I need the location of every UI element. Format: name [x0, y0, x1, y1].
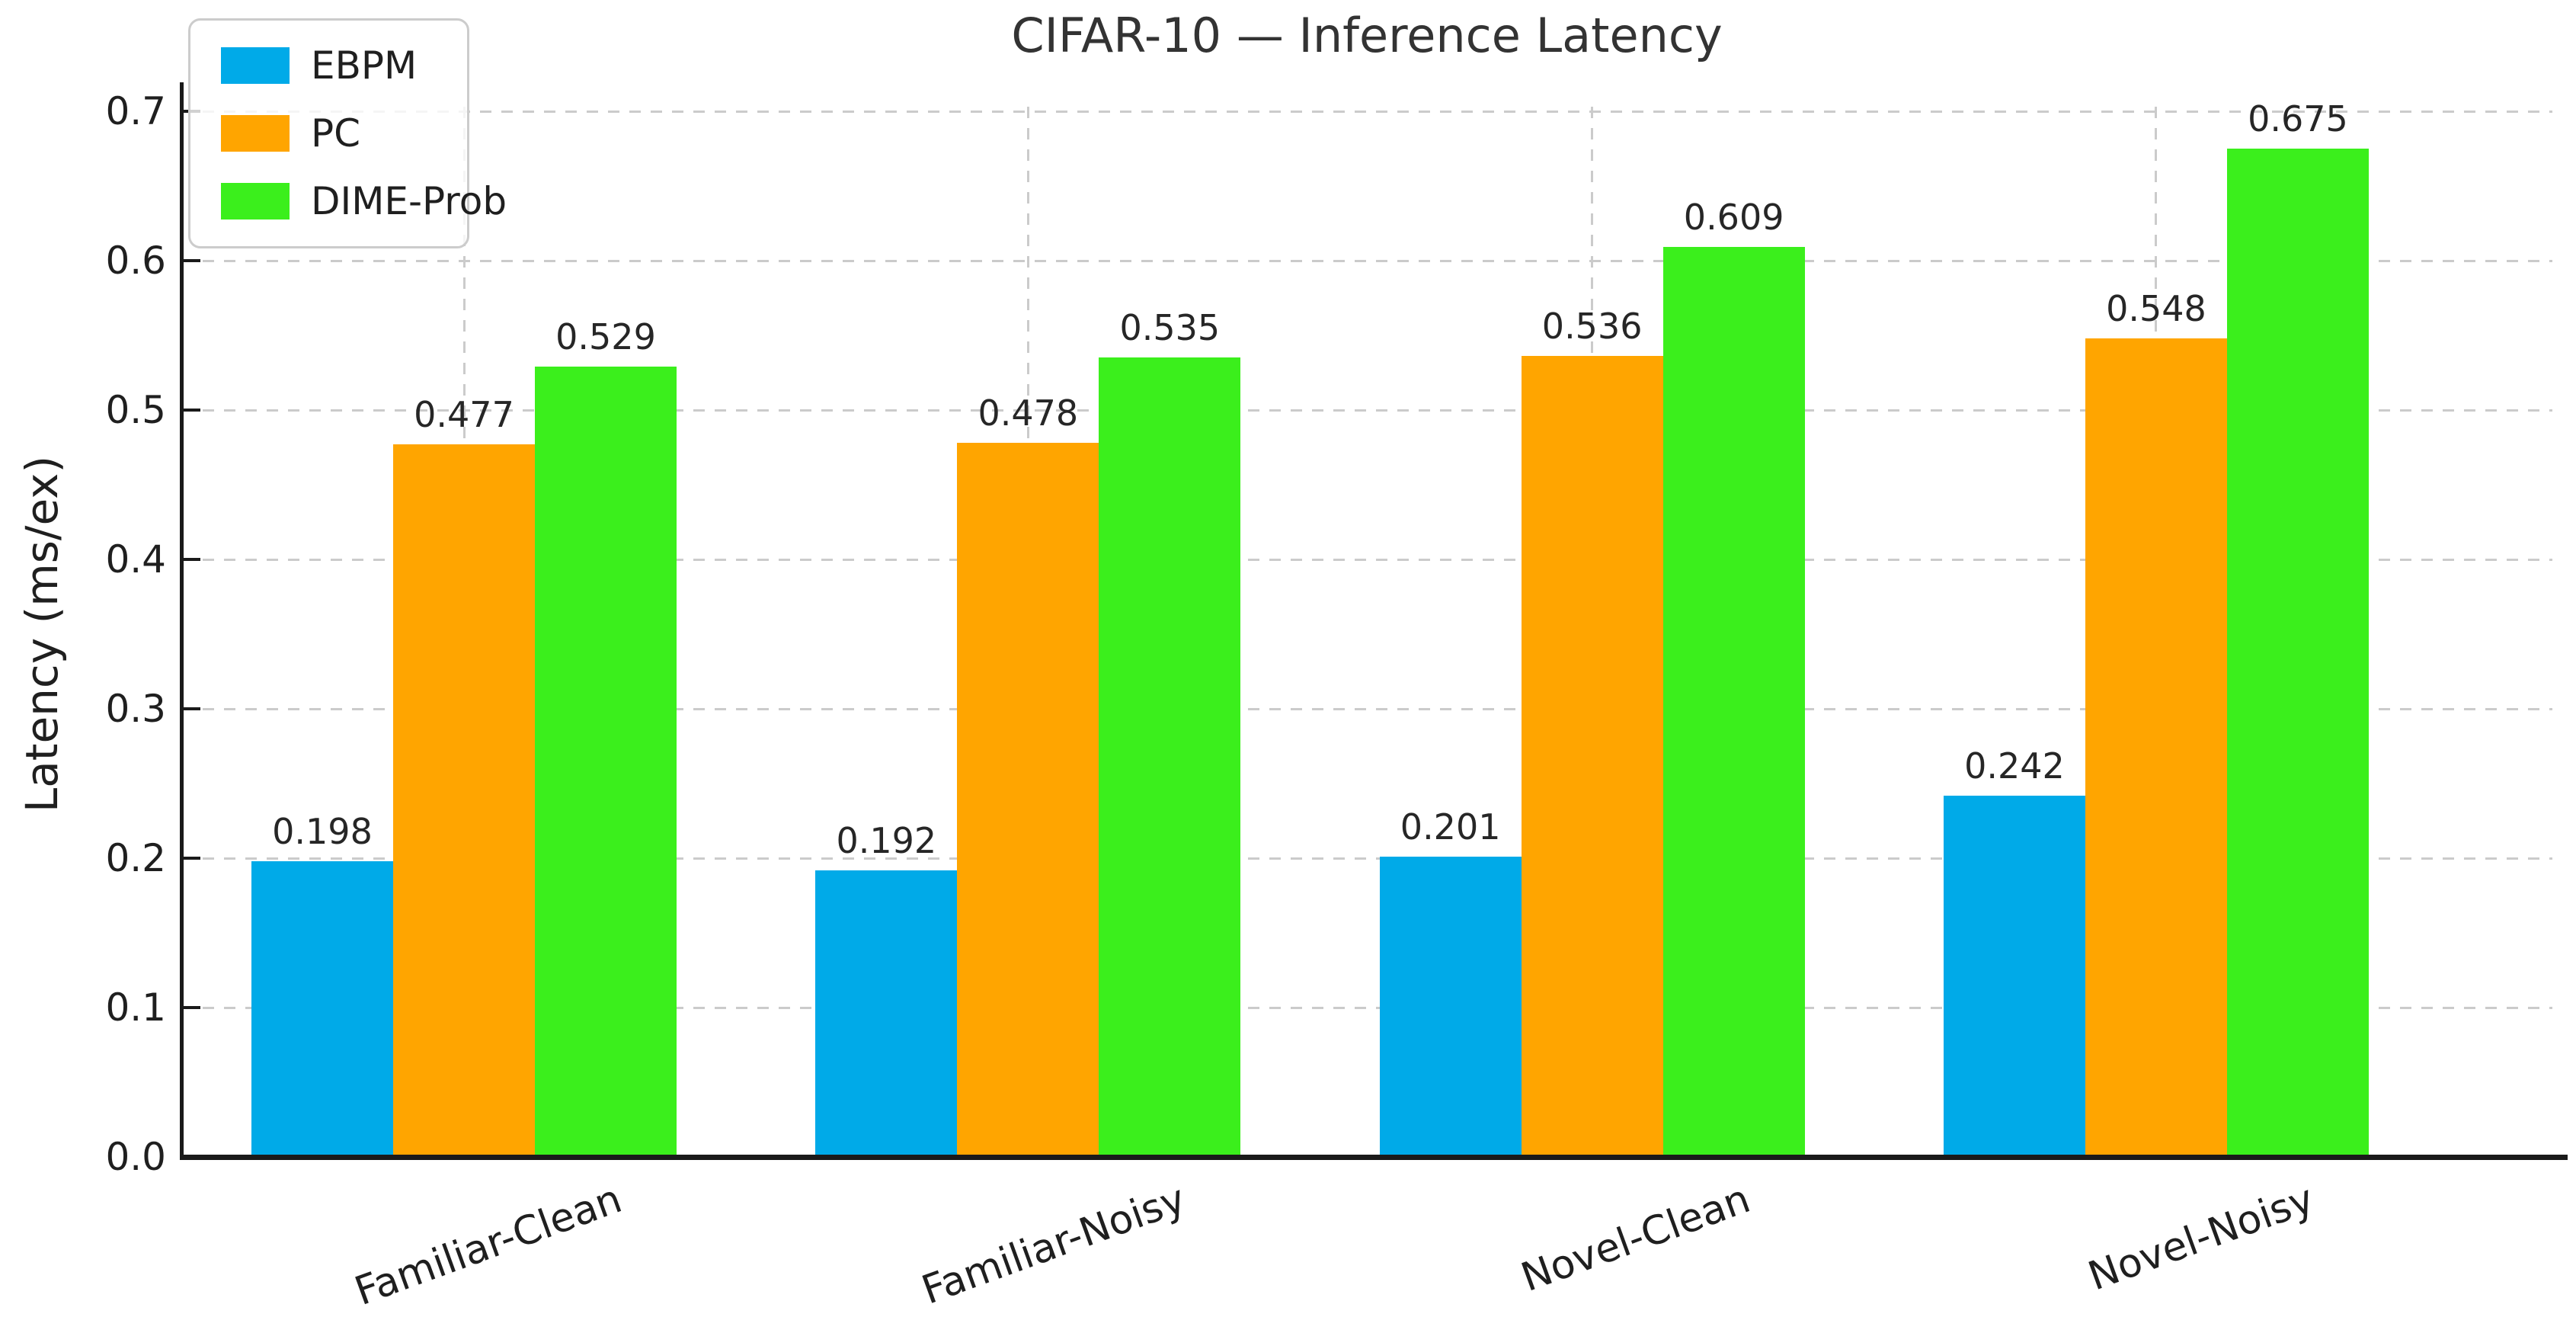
- legend-label: PC: [311, 111, 361, 155]
- y-tick-mark: [184, 259, 200, 262]
- bar-value-label: 0.198: [272, 810, 373, 852]
- x-tick-label: Familiar-Noisy: [916, 1176, 1192, 1314]
- bar-pc-novel-clean[interactable]: [1521, 356, 1663, 1157]
- bar-dime-prob-novel-noisy[interactable]: [2226, 149, 2369, 1157]
- legend-swatch-pc: [221, 114, 290, 152]
- legend-label: EBPM: [311, 43, 418, 88]
- bar-pc-familiar-noisy[interactable]: [957, 443, 1099, 1157]
- x-tick-label: Familiar-Clean: [349, 1176, 628, 1315]
- bar-ebpm-novel-clean[interactable]: [1379, 857, 1522, 1157]
- y-tick-label: 0.4: [105, 537, 166, 582]
- bar-value-label: 0.242: [1964, 745, 2065, 787]
- y-tick-label: 0.6: [105, 239, 166, 283]
- bar-value-label: 0.477: [414, 394, 514, 436]
- bar-ebpm-familiar-clean[interactable]: [251, 860, 393, 1157]
- y-tick-label: 0.1: [105, 985, 166, 1030]
- y-tick-mark: [184, 558, 200, 561]
- x-axis-line: [181, 1155, 2568, 1160]
- y-tick-mark: [184, 409, 200, 412]
- legend: EBPM PC DIME-Prob: [188, 18, 507, 248]
- bar-dime-prob-novel-clean[interactable]: [1662, 247, 1805, 1157]
- bar-value-label: 0.478: [978, 393, 1079, 434]
- bar-value-label: 0.536: [1541, 306, 1643, 348]
- bar-value-label: 0.529: [555, 316, 656, 358]
- bar-value-label: 0.201: [1400, 806, 1501, 848]
- bar-value-label: 0.535: [1119, 307, 1221, 349]
- legend-swatch-dime-prob: [221, 183, 290, 220]
- y-tick-mark: [184, 707, 200, 710]
- legend-item-pc[interactable]: PC: [190, 113, 467, 154]
- h-gridline: [181, 707, 2552, 710]
- y-tick-label: 0.2: [105, 836, 166, 880]
- bar-pc-novel-noisy[interactable]: [2085, 338, 2227, 1157]
- legend-swatch-ebpm: [221, 46, 290, 84]
- bar-dime-prob-familiar-noisy[interactable]: [1099, 357, 1241, 1157]
- bar-value-label: 0.609: [1683, 197, 1784, 239]
- bar-dime-prob-familiar-clean[interactable]: [535, 367, 677, 1157]
- bar-value-label: 0.548: [2106, 287, 2206, 329]
- bar-ebpm-familiar-noisy[interactable]: [815, 870, 958, 1157]
- h-gridline: [181, 558, 2552, 561]
- h-gridline: [181, 259, 2552, 262]
- h-gridline: [181, 110, 2552, 113]
- x-tick-label: Novel-Clean: [1515, 1176, 1756, 1301]
- y-tick-label: 0.5: [105, 388, 166, 432]
- legend-item-ebpm[interactable]: EBPM: [190, 45, 467, 86]
- bar-pc-familiar-clean[interactable]: [393, 444, 535, 1157]
- chart-title: CIFAR-10 — Inference Latency: [1011, 8, 1723, 63]
- y-tick-label: 0.0: [105, 1135, 166, 1179]
- bar-value-label: 0.192: [836, 819, 937, 861]
- bar-value-label: 0.675: [2248, 98, 2348, 139]
- h-gridline: [181, 857, 2552, 860]
- x-tick-label: Novel-Noisy: [2082, 1176, 2320, 1300]
- legend-item-dime-prob[interactable]: DIME-Prob: [190, 181, 507, 222]
- y-tick-mark: [184, 857, 200, 860]
- y-tick-mark: [184, 1006, 200, 1009]
- y-axis-line: [180, 82, 184, 1160]
- y-tick-label: 0.7: [105, 89, 166, 133]
- y-tick-label: 0.3: [105, 687, 166, 731]
- h-gridline: [181, 1006, 2552, 1009]
- legend-label: DIME-Prob: [311, 179, 507, 224]
- h-gridline: [181, 409, 2552, 412]
- bar-ebpm-novel-noisy[interactable]: [1943, 795, 2085, 1157]
